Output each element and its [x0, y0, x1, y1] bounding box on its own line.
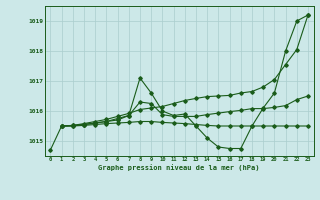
- X-axis label: Graphe pression niveau de la mer (hPa): Graphe pression niveau de la mer (hPa): [99, 164, 260, 171]
